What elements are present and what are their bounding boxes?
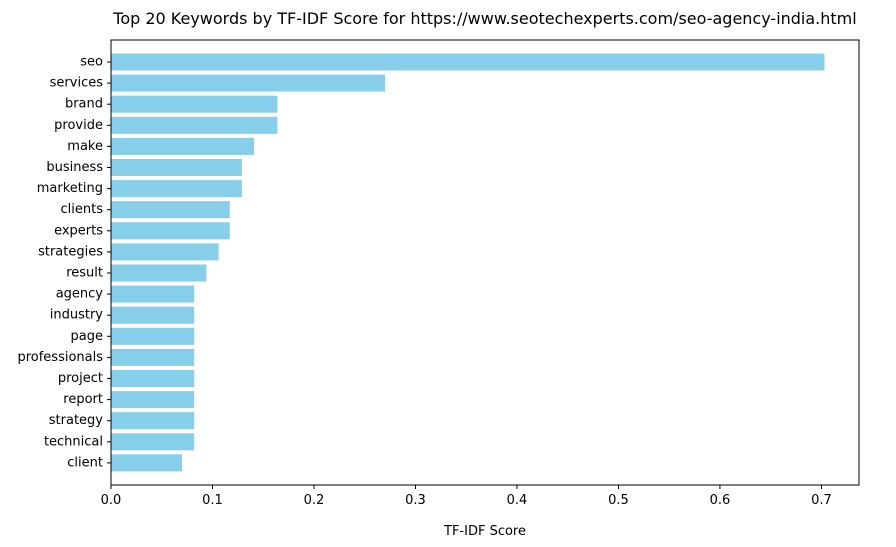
y-tick-label: project <box>58 371 103 386</box>
bar-project <box>111 370 195 387</box>
y-tick-label: strategy <box>49 413 104 428</box>
x-tick-label: 0.0 <box>101 493 122 508</box>
y-tick-label: result <box>66 266 103 281</box>
x-tick-label: 0.4 <box>507 493 528 508</box>
y-tick-label: agency <box>56 287 104 302</box>
bar-strategy <box>111 412 195 430</box>
plot-frame <box>110 39 860 486</box>
category-labels-group: seo services brand provide make business marke… <box>17 55 103 471</box>
bars-group <box>111 53 825 472</box>
bar-marketing <box>111 180 242 198</box>
x-axis-title: TF-IDF Score <box>443 524 526 539</box>
bar-provide <box>111 116 278 134</box>
axes-frame <box>110 39 860 486</box>
y-tick-label: provide <box>54 118 103 133</box>
y-tick-label: brand <box>65 97 103 112</box>
y-tick-label: client <box>67 455 103 470</box>
y-tick-label: industry <box>50 308 104 323</box>
chart-title: Top 20 Keywords by TF-IDF Score for http… <box>112 9 856 28</box>
bar-agency <box>111 285 195 303</box>
y-tick-label: business <box>46 160 103 175</box>
bar-brand <box>111 95 278 113</box>
y-tick-label: professionals <box>17 350 103 365</box>
bar-page <box>111 327 195 345</box>
y-tick-label: strategies <box>38 244 103 259</box>
bar-strategies <box>111 243 219 261</box>
bar-make <box>111 137 255 155</box>
y-ticks-group <box>107 61 111 464</box>
bar-technical <box>111 433 195 451</box>
bar-business <box>111 159 242 176</box>
y-tick-label: page <box>71 329 103 344</box>
y-tick-label: services <box>50 76 104 91</box>
bar-seo <box>111 53 825 71</box>
bar-professionals <box>111 348 195 366</box>
y-tick-label: report <box>63 392 103 407</box>
y-tick-label: seo <box>80 55 103 70</box>
y-tick-label: clients <box>61 202 104 217</box>
x-tick-label: 0.3 <box>405 493 426 508</box>
bar-industry <box>111 306 195 324</box>
y-tick-label: experts <box>54 223 103 238</box>
x-tick-label: 0.1 <box>202 493 223 508</box>
y-tick-label: make <box>67 139 103 154</box>
bar-result <box>111 264 207 282</box>
x-tick-label: 0.5 <box>608 493 629 508</box>
bar-services <box>111 74 386 92</box>
y-tick-label: technical <box>44 434 103 449</box>
bar-clients <box>111 201 230 219</box>
x-ticks-group: 0.0 0.1 0.2 0.3 0.4 0.5 0.6 0.7 <box>101 485 832 508</box>
x-tick-label: 0.7 <box>811 493 832 508</box>
bar-client <box>111 454 183 472</box>
bar-report <box>111 391 195 409</box>
y-tick-label: marketing <box>37 181 103 196</box>
x-tick-label: 0.2 <box>304 493 325 508</box>
bar-experts <box>111 222 230 240</box>
x-tick-label: 0.6 <box>710 493 731 508</box>
